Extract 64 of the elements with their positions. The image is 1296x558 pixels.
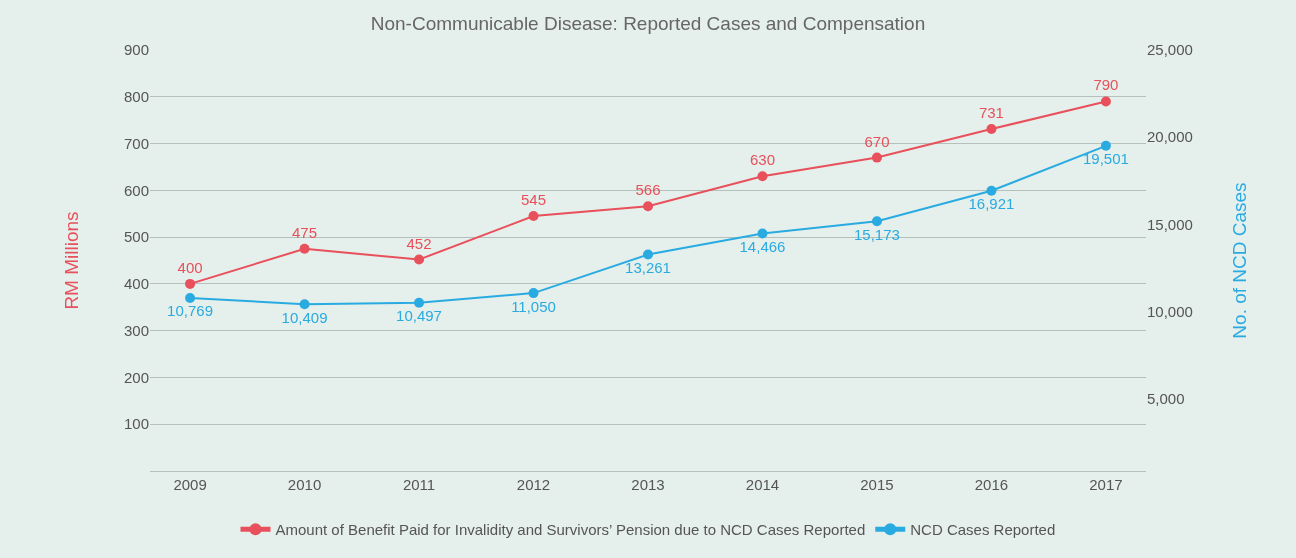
point [1100,96,1111,107]
x-tick-label: 2011 [402,476,436,493]
legend-label: Amount of Benefit Paid for Invalidity and Survivors’ Pension due to NCD Cases Reported [275,521,866,539]
point [299,243,310,254]
point [1100,140,1111,151]
y2-tick-label: 10,000 [1147,302,1193,320]
point [643,249,653,260]
point [414,254,425,265]
legend-label: NCD Cases Reported [910,521,1056,539]
point [299,299,310,310]
y-axis-title: RM Millions [60,211,82,310]
x-tick-label: 2013 [631,476,665,493]
data-label: 14,466 [739,238,786,256]
x-tick-label: 2010 [287,476,322,493]
data-label: 670 [864,132,890,150]
point [871,152,882,163]
data-label: 731 [978,104,1004,122]
data-label: 545 [521,191,547,209]
data-label: 790 [1093,76,1119,94]
x-tick-label: 2016 [974,476,1009,493]
y2-tick-label: 20,000 [1147,128,1193,146]
y2-tick-label: 5,000 [1147,389,1185,407]
y-tick-label: 800 [123,88,149,106]
x-tick-label: 2014 [745,476,780,493]
data-label: 10,409 [281,308,328,326]
data-label: 11,050 [511,297,556,315]
data-label: 400 [177,258,203,276]
point [871,216,882,227]
y2-tick-label: 15,000 [1147,215,1193,233]
y-tick-label: 100 [123,415,149,433]
data-label: 452 [406,234,432,252]
point [986,124,997,135]
point [528,288,539,299]
point [757,171,768,182]
point [643,201,653,212]
point [185,292,196,303]
data-label: 475 [292,223,318,241]
point [528,211,539,222]
data-label: 10,497 [396,307,442,325]
data-label: 16,921 [968,195,1015,213]
data-label: 630 [749,151,775,169]
x-tick-label: 2017 [1089,476,1123,493]
point [986,185,997,196]
data-label: 13,261 [625,259,671,277]
y-tick-label: 600 [123,181,149,199]
y-tick-label: 900 [123,41,149,59]
y2-tick-label: 25,000 [1147,41,1193,59]
y2-axis-title: No. of NCD Cases [1228,182,1250,339]
data-label: 15,173 [854,225,900,243]
y-tick-label: 500 [123,228,149,246]
x-tick-label: 2009 [173,476,207,493]
y-tick-label: 200 [123,368,149,386]
y-tick-label: 700 [123,134,149,152]
y-tick-label: 300 [123,321,149,339]
chart-title: Non-Communicable Disease: Reported Cases and Compensation [370,13,926,35]
point [414,297,425,308]
y-tick-label: 400 [123,275,149,293]
data-label: 566 [635,181,661,199]
data-label: 19,501 [1082,150,1129,168]
x-tick-label: 2012 [516,476,551,493]
x-tick-label: 2015 [860,476,894,493]
point [185,278,196,289]
data-label: 10,769 [167,302,214,320]
point [757,228,768,239]
